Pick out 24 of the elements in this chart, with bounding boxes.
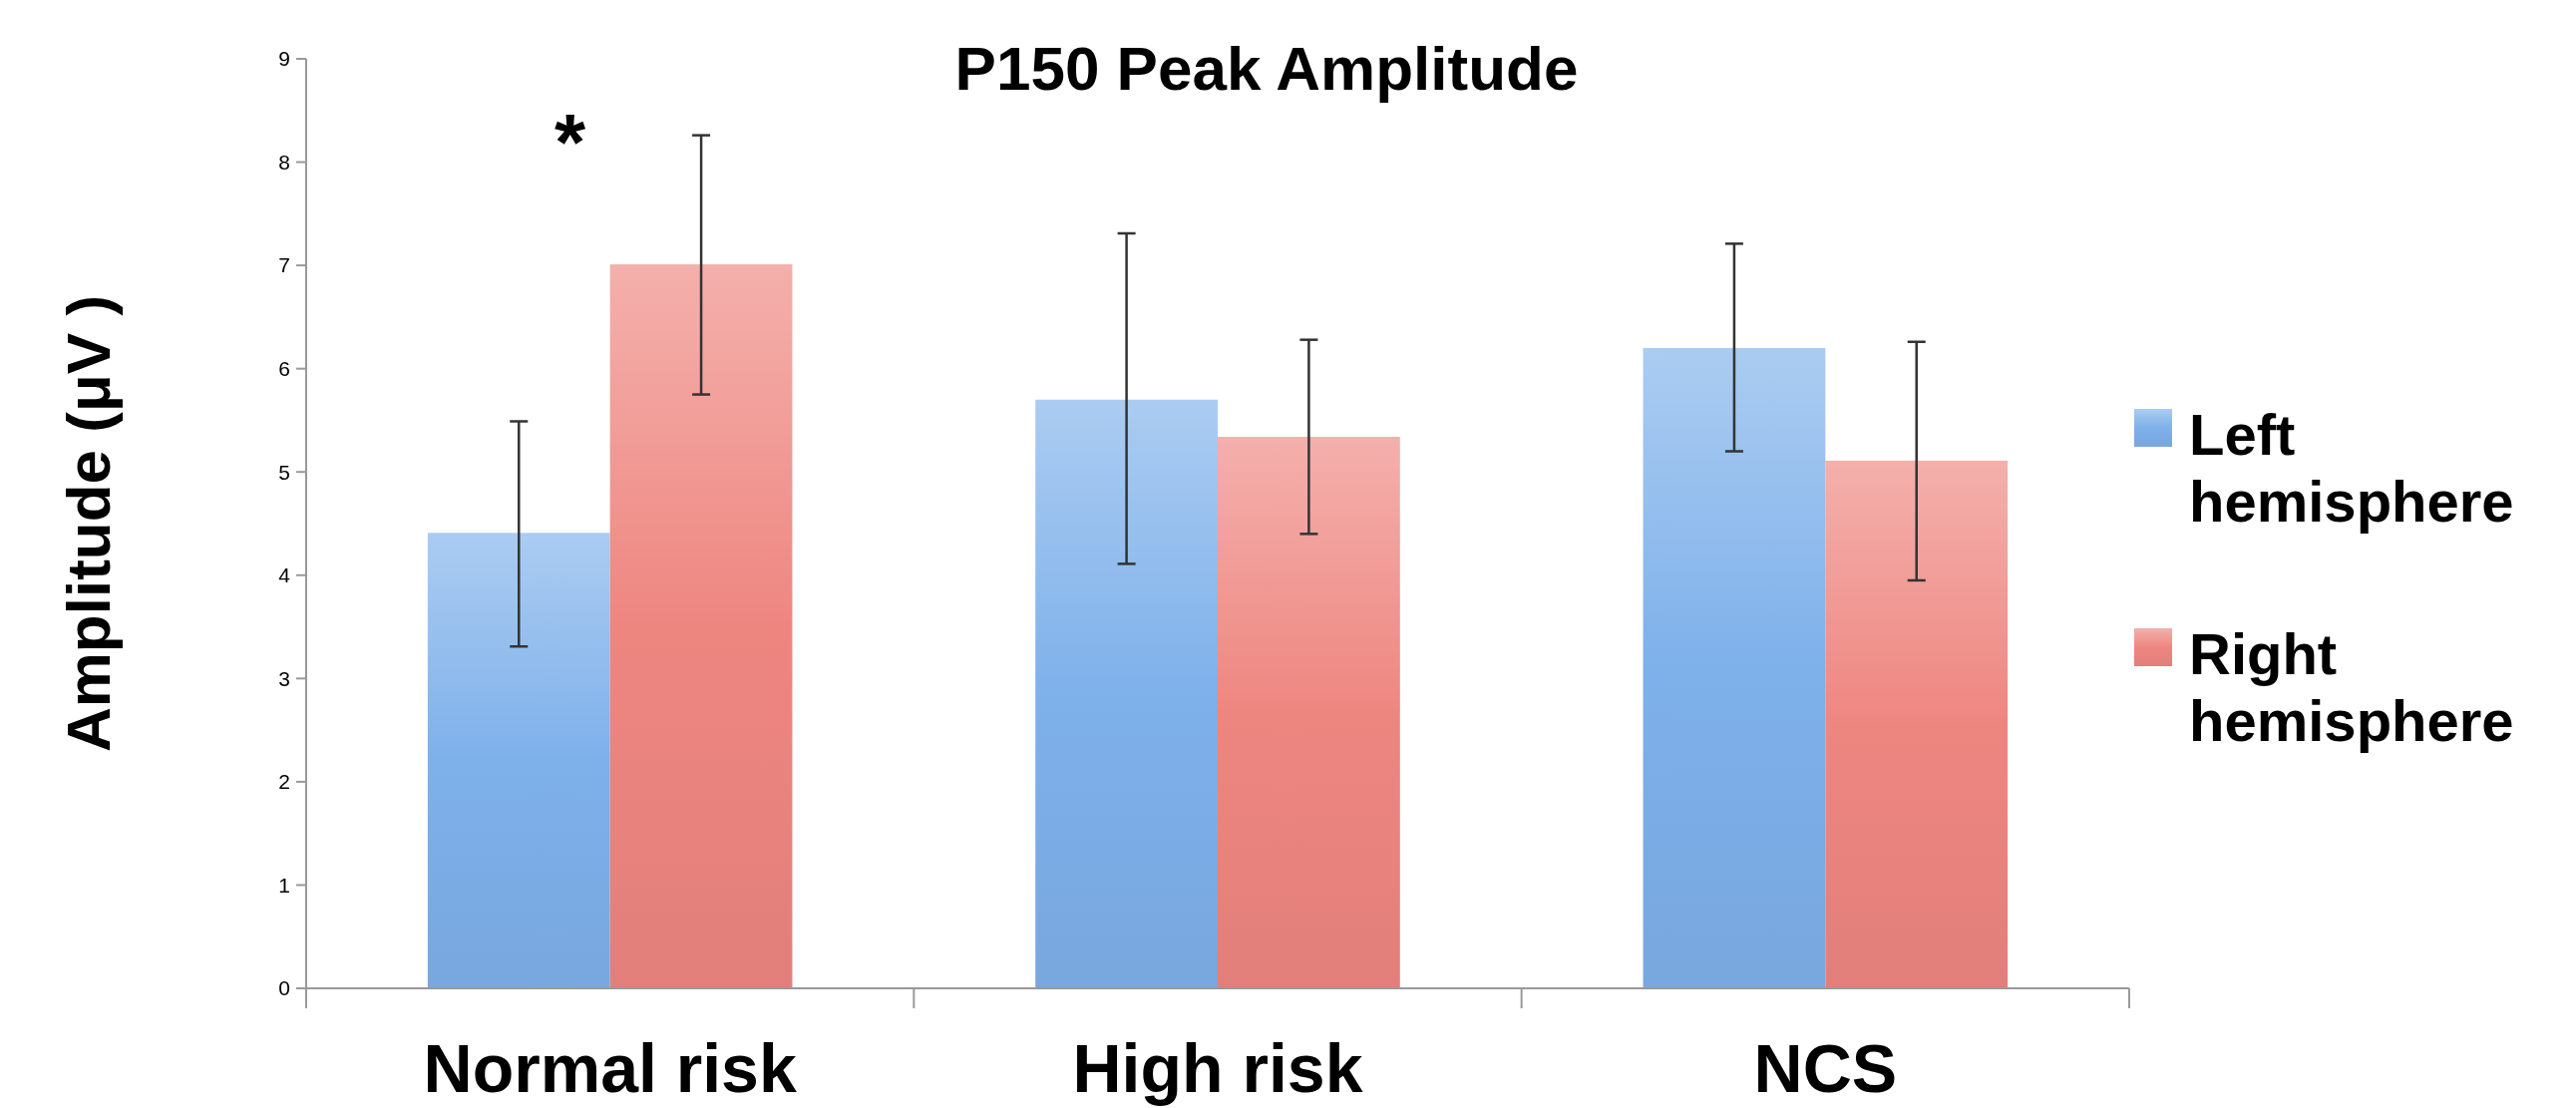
y-tick-label: 9 <box>278 47 290 71</box>
y-tick-label: 4 <box>278 563 291 587</box>
y-tick-label: 2 <box>278 770 290 794</box>
y-tick-label: 6 <box>278 357 290 381</box>
bar <box>1643 347 1826 988</box>
y-tick-label: 1 <box>278 873 290 897</box>
x-tick-label: High risk <box>1072 1030 1363 1106</box>
bar <box>1035 399 1218 988</box>
y-tick-label: 8 <box>278 150 290 174</box>
annotation: * <box>554 98 587 186</box>
legend-label: Left hemisphere <box>2189 402 2514 535</box>
bar <box>1218 437 1400 988</box>
x-tick-label: Normal risk <box>423 1030 797 1106</box>
y-axis-title: Amplitude (μV ) <box>54 294 123 753</box>
x-tick-label: NCS <box>1753 1030 1898 1106</box>
y-tick-label: 5 <box>278 460 290 484</box>
bar <box>427 533 610 988</box>
bar <box>609 264 793 988</box>
legend-label: Right hemisphere <box>2189 621 2514 754</box>
y-tick-label: 0 <box>278 976 290 1000</box>
chart-title: P150 Peak Amplitude <box>954 34 1579 103</box>
bar <box>1825 460 2009 988</box>
y-tick-label: 3 <box>278 666 290 690</box>
y-tick-label: 7 <box>278 253 290 277</box>
